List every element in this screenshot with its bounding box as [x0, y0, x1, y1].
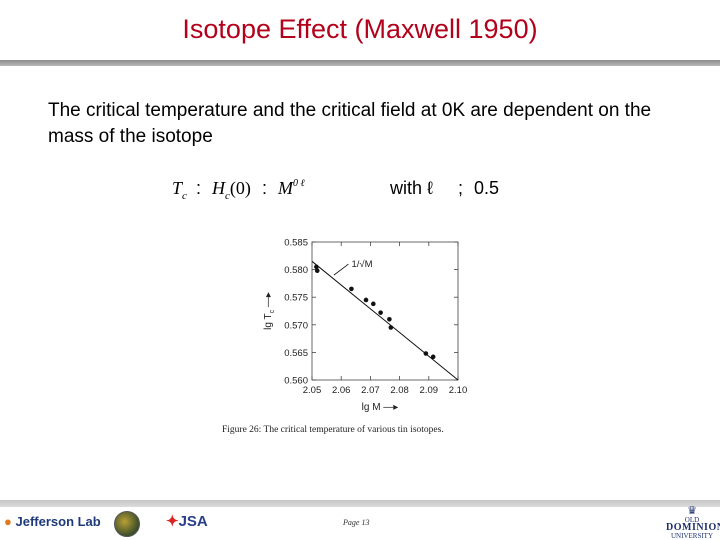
formula-hc-sub: c [225, 190, 230, 202]
chart-svg: 2.05 2.06 2.07 2.08 2.09 2.10 0.585 0.580 0.575 0… [263, 238, 468, 414]
annotation-label: 1/√M [352, 259, 373, 270]
formula-value: 0.5 [474, 178, 500, 198]
intro-text: The critical temperature and the critica… [48, 100, 652, 147]
plot-frame [311, 241, 459, 381]
formula-m-symbol: M [278, 178, 293, 198]
formula-tc: Tc [172, 178, 187, 202]
x-tick-label: 2.05 [303, 385, 322, 396]
data-point [349, 286, 354, 292]
formula-mass: M0 ℓ [278, 178, 305, 199]
data-point [387, 316, 392, 322]
annotation-leader [333, 263, 349, 276]
fit-line [311, 260, 459, 381]
y-tick-label: 0.565 [284, 348, 308, 359]
odu-logo: ♛ OLD DOMINION UNIVERSITY [666, 505, 720, 540]
y-tick-label: 0.575 [284, 293, 308, 304]
jlab-wordmark: Jefferson Lab [15, 514, 101, 529]
data-point [314, 268, 320, 274]
formula-separator: : [262, 178, 268, 198]
slide-title: Isotope Effect (Maxwell 1950) [182, 14, 538, 44]
x-tick-label: 2.10 [449, 385, 468, 396]
jsa-swoosh-icon: ✦ [166, 513, 179, 530]
data-point [363, 297, 369, 303]
data-point [378, 310, 383, 315]
title-divider [0, 60, 720, 66]
odu-line3: UNIVERSITY [671, 532, 713, 540]
x-tick-label: 2.07 [361, 385, 380, 396]
x-axis-label: lg M —▸ [362, 402, 399, 413]
formula-hc: Hc(0) [212, 178, 251, 202]
jsa-logo: ✦JSA [166, 512, 208, 530]
formula-hc-arg: (0) [229, 178, 251, 198]
y-tick-label: 0.580 [284, 265, 308, 276]
x-tick-label: 2.08 [390, 385, 409, 396]
y-axis-label-text: lg T [263, 313, 274, 330]
formula-separator: : [196, 178, 202, 198]
odu-line2: DOMINION [666, 522, 720, 533]
doe-seal-icon [114, 511, 140, 537]
jsa-wordmark: JSA [178, 513, 208, 530]
y-tick-label: 0.585 [284, 238, 308, 249]
data-point [423, 351, 429, 356]
isotope-chart: 2.05 2.06 2.07 2.08 2.09 2.10 0.585 0.580 0.575 0… [225, 230, 495, 440]
y-axis-label-sub: c [269, 309, 276, 313]
formula-hc-symbol: H [212, 178, 225, 198]
data-point [388, 325, 394, 330]
figure-caption: Figure 26: The critical temperature of v… [222, 425, 444, 435]
isotope-formula: Tc : Hc(0) : M0 ℓ with ℓ ; 0.5 [172, 174, 532, 204]
x-tick-label: 2.06 [332, 385, 351, 396]
formula-tc-symbol: T [172, 178, 183, 198]
page-number: Page 13 [343, 518, 370, 527]
formula-with: with ℓ [390, 178, 433, 198]
data-point [314, 264, 319, 270]
y-axis-label: lg Tc —▸ [263, 292, 276, 330]
odu-line1: OLD [684, 516, 700, 524]
footer-divider [0, 500, 720, 507]
formula-separator: ; [458, 178, 464, 198]
jefferson-lab-logo: ● Jefferson Lab [4, 514, 101, 529]
formula-m-exponent: 0 ℓ [293, 178, 305, 189]
y-axis-arrow: —▸ [263, 292, 274, 310]
data-point [430, 354, 436, 360]
data-point [371, 301, 376, 307]
odu-crown-icon: ♛ [687, 505, 697, 517]
y-tick-label: 0.560 [284, 376, 308, 387]
x-tick-label: 2.09 [420, 385, 439, 396]
y-tick-label: 0.570 [284, 320, 308, 331]
formula-tc-sub: c [182, 190, 187, 202]
jlab-mark-icon: ● [4, 514, 12, 529]
